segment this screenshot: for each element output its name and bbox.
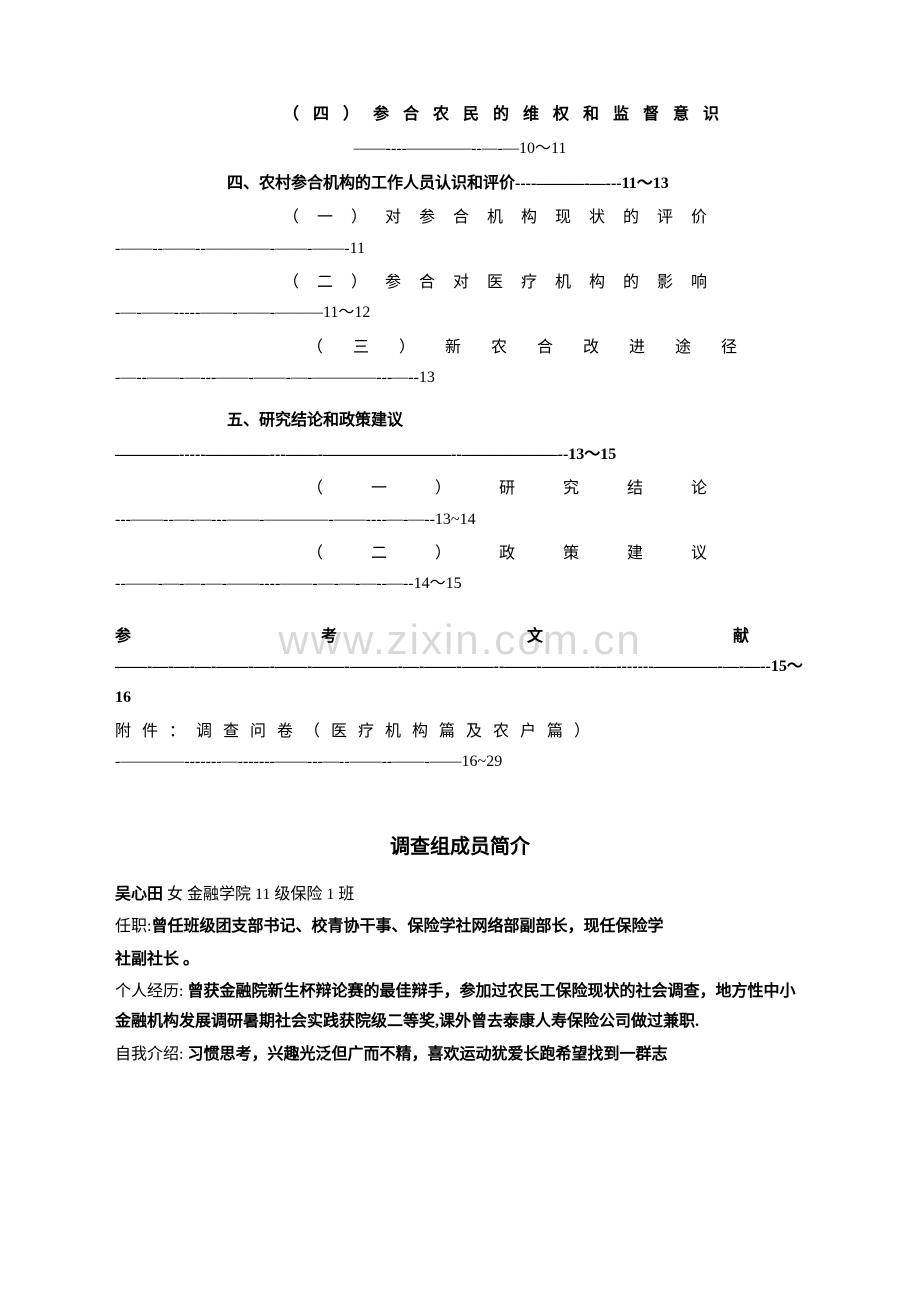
member-name: 吴心田 — [115, 886, 163, 903]
toc-section4-item1: （一）对参合机构现状的评价-——--——--————-——-——-11 — [115, 203, 805, 264]
intro-text: 习惯思考，兴趣光泛但广而不精，喜欢运动犹爱长跑希望找到一群志 — [183, 1046, 667, 1063]
toc-section4-item2: （二）参合对医疗机构的影响-—-——-----——-——-———11～12 — [115, 268, 805, 329]
toc-4-4-heading: （四）参合农民的维权和监督意识 — [115, 100, 805, 130]
intro-label: 自我介绍: — [115, 1046, 183, 1063]
toc-section4-item3: （三）新农合改进途径-—--——-—---——-——-—-————---—--1… — [115, 333, 805, 394]
member-experience: 个人经历: 曾获金融院新生杯辩论赛的最佳辩手，参加过农民工保险现状的社会调查，地… — [115, 977, 805, 1038]
toc-section4-heading: 四、农村参合机构的工作人员认识和评价----———-—---11～13 — [115, 169, 805, 199]
toc-section5-dashes: ————-----————---——-————————--——————--13～… — [115, 440, 805, 470]
toc-appendix: 附件：调查问卷（医疗机构篇及农户篇）-————-------—-------——… — [115, 717, 805, 778]
document-content: （四）参合农民的维权和监督意识 ——----————--—-—10～11 四、农… — [115, 100, 805, 1070]
toc-section5-heading: 五、研究结论和政策建议 — [115, 406, 805, 436]
member-role-cont: 社副社长 。 — [115, 945, 805, 975]
role-label: 任职: — [115, 918, 151, 935]
member-name-line: 吴心田 女 金融学院 11 级保险 1 班 — [115, 880, 805, 910]
member-role: 任职:曾任班级团支部书记、校青协干事、保险学社网络部副部长，现任保险学 — [115, 912, 805, 942]
role-text: 曾任班级团支部书记、校青协干事、保险学社网络部副部长，现任保险学 — [151, 918, 663, 935]
toc-4-4-dashes: ——----————--—-—10～11 — [115, 134, 805, 164]
toc-section5-item1: （一）研究结论---——--—-—---——-————-——----—-—--1… — [115, 474, 805, 535]
toc-references: 参考文献 ——-—-—-—-——-—-——-——-———-—-——-——--——… — [115, 622, 805, 713]
exp-label: 个人经历: — [115, 983, 183, 1000]
member-intro: 自我介绍: 习惯思考，兴趣光泛但广而不精，喜欢运动犹爱长跑希望找到一群志 — [115, 1040, 805, 1070]
toc-section5-item2: （二）政策建议--——-—-—-—-——----——-—-—-—--—--14～… — [115, 539, 805, 600]
exp-text: 曾获金融院新生杯辩论赛的最佳辩手，参加过农民工保险现状的社会调查，地方性中小金融… — [115, 983, 795, 1030]
member-info: 女 金融学院 11 级保险 1 班 — [163, 886, 354, 903]
team-section-title: 调查组成员简介 — [115, 828, 805, 866]
